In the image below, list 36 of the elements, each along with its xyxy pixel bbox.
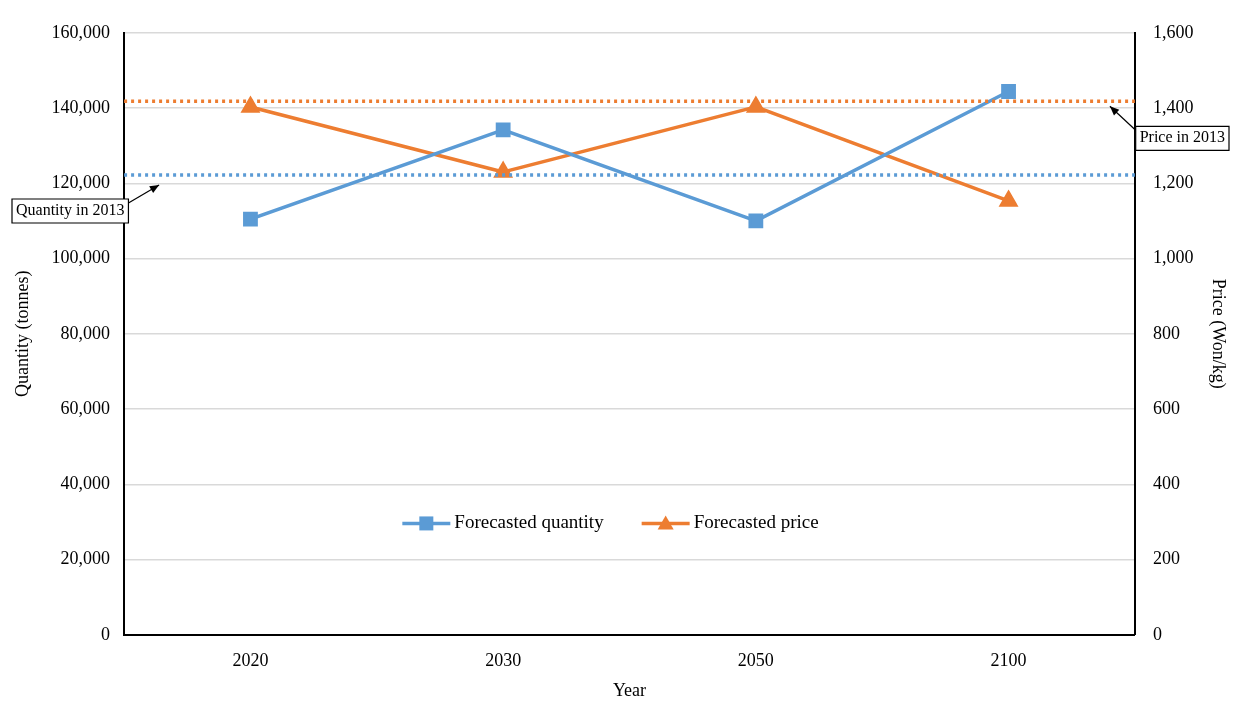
y2-axis-title: Price (Won/kg) bbox=[1208, 278, 1230, 389]
y2-tick-label: 1,200 bbox=[1152, 172, 1194, 193]
x-tick-label: 2100 bbox=[990, 650, 1027, 671]
x-tick-label: 2050 bbox=[737, 650, 774, 671]
point bbox=[748, 213, 764, 229]
y2-tick-label: 1,000 bbox=[1152, 247, 1194, 268]
y-tick-label: 20,000 bbox=[60, 548, 111, 569]
ref-line-label: Price in 2013 bbox=[1139, 128, 1226, 146]
y-tick-label: 140,000 bbox=[51, 96, 111, 117]
y-tick-label: 80,000 bbox=[60, 322, 111, 343]
y2-tick-label: 1,400 bbox=[1152, 96, 1194, 117]
y-tick-label: 60,000 bbox=[60, 397, 111, 418]
point bbox=[243, 211, 258, 227]
y2-tick-label: 400 bbox=[1152, 473, 1180, 494]
ref-line-label: Quantity in 2013 bbox=[16, 201, 125, 220]
y-tick-label: 0 bbox=[101, 623, 111, 644]
y-tick-label: 40,000 bbox=[60, 473, 111, 494]
x-tick-label: 2020 bbox=[232, 650, 269, 671]
legend-label: Forecasted quantity bbox=[454, 511, 605, 533]
point bbox=[747, 97, 765, 113]
y2-tick-label: 0 bbox=[1152, 623, 1162, 644]
point bbox=[999, 191, 1018, 207]
y2-tick-label: 1,600 bbox=[1152, 21, 1194, 42]
y-axis-title: Quantity (tonnes) bbox=[11, 270, 33, 398]
y2-tick-label: 800 bbox=[1152, 322, 1180, 343]
point bbox=[495, 122, 511, 138]
x-axis-title: Year bbox=[612, 679, 647, 700]
y2-tick-label: 200 bbox=[1152, 548, 1180, 569]
point bbox=[241, 97, 260, 113]
y-tick-label: 120,000 bbox=[51, 172, 111, 193]
point bbox=[1001, 84, 1016, 99]
legend-label: Forecasted price bbox=[693, 511, 819, 533]
y-tick-label: 100,000 bbox=[51, 247, 111, 268]
y2-tick-label: 600 bbox=[1152, 397, 1180, 418]
y-tick-label: 160,000 bbox=[51, 21, 111, 42]
x-tick-label: 2030 bbox=[485, 650, 522, 671]
